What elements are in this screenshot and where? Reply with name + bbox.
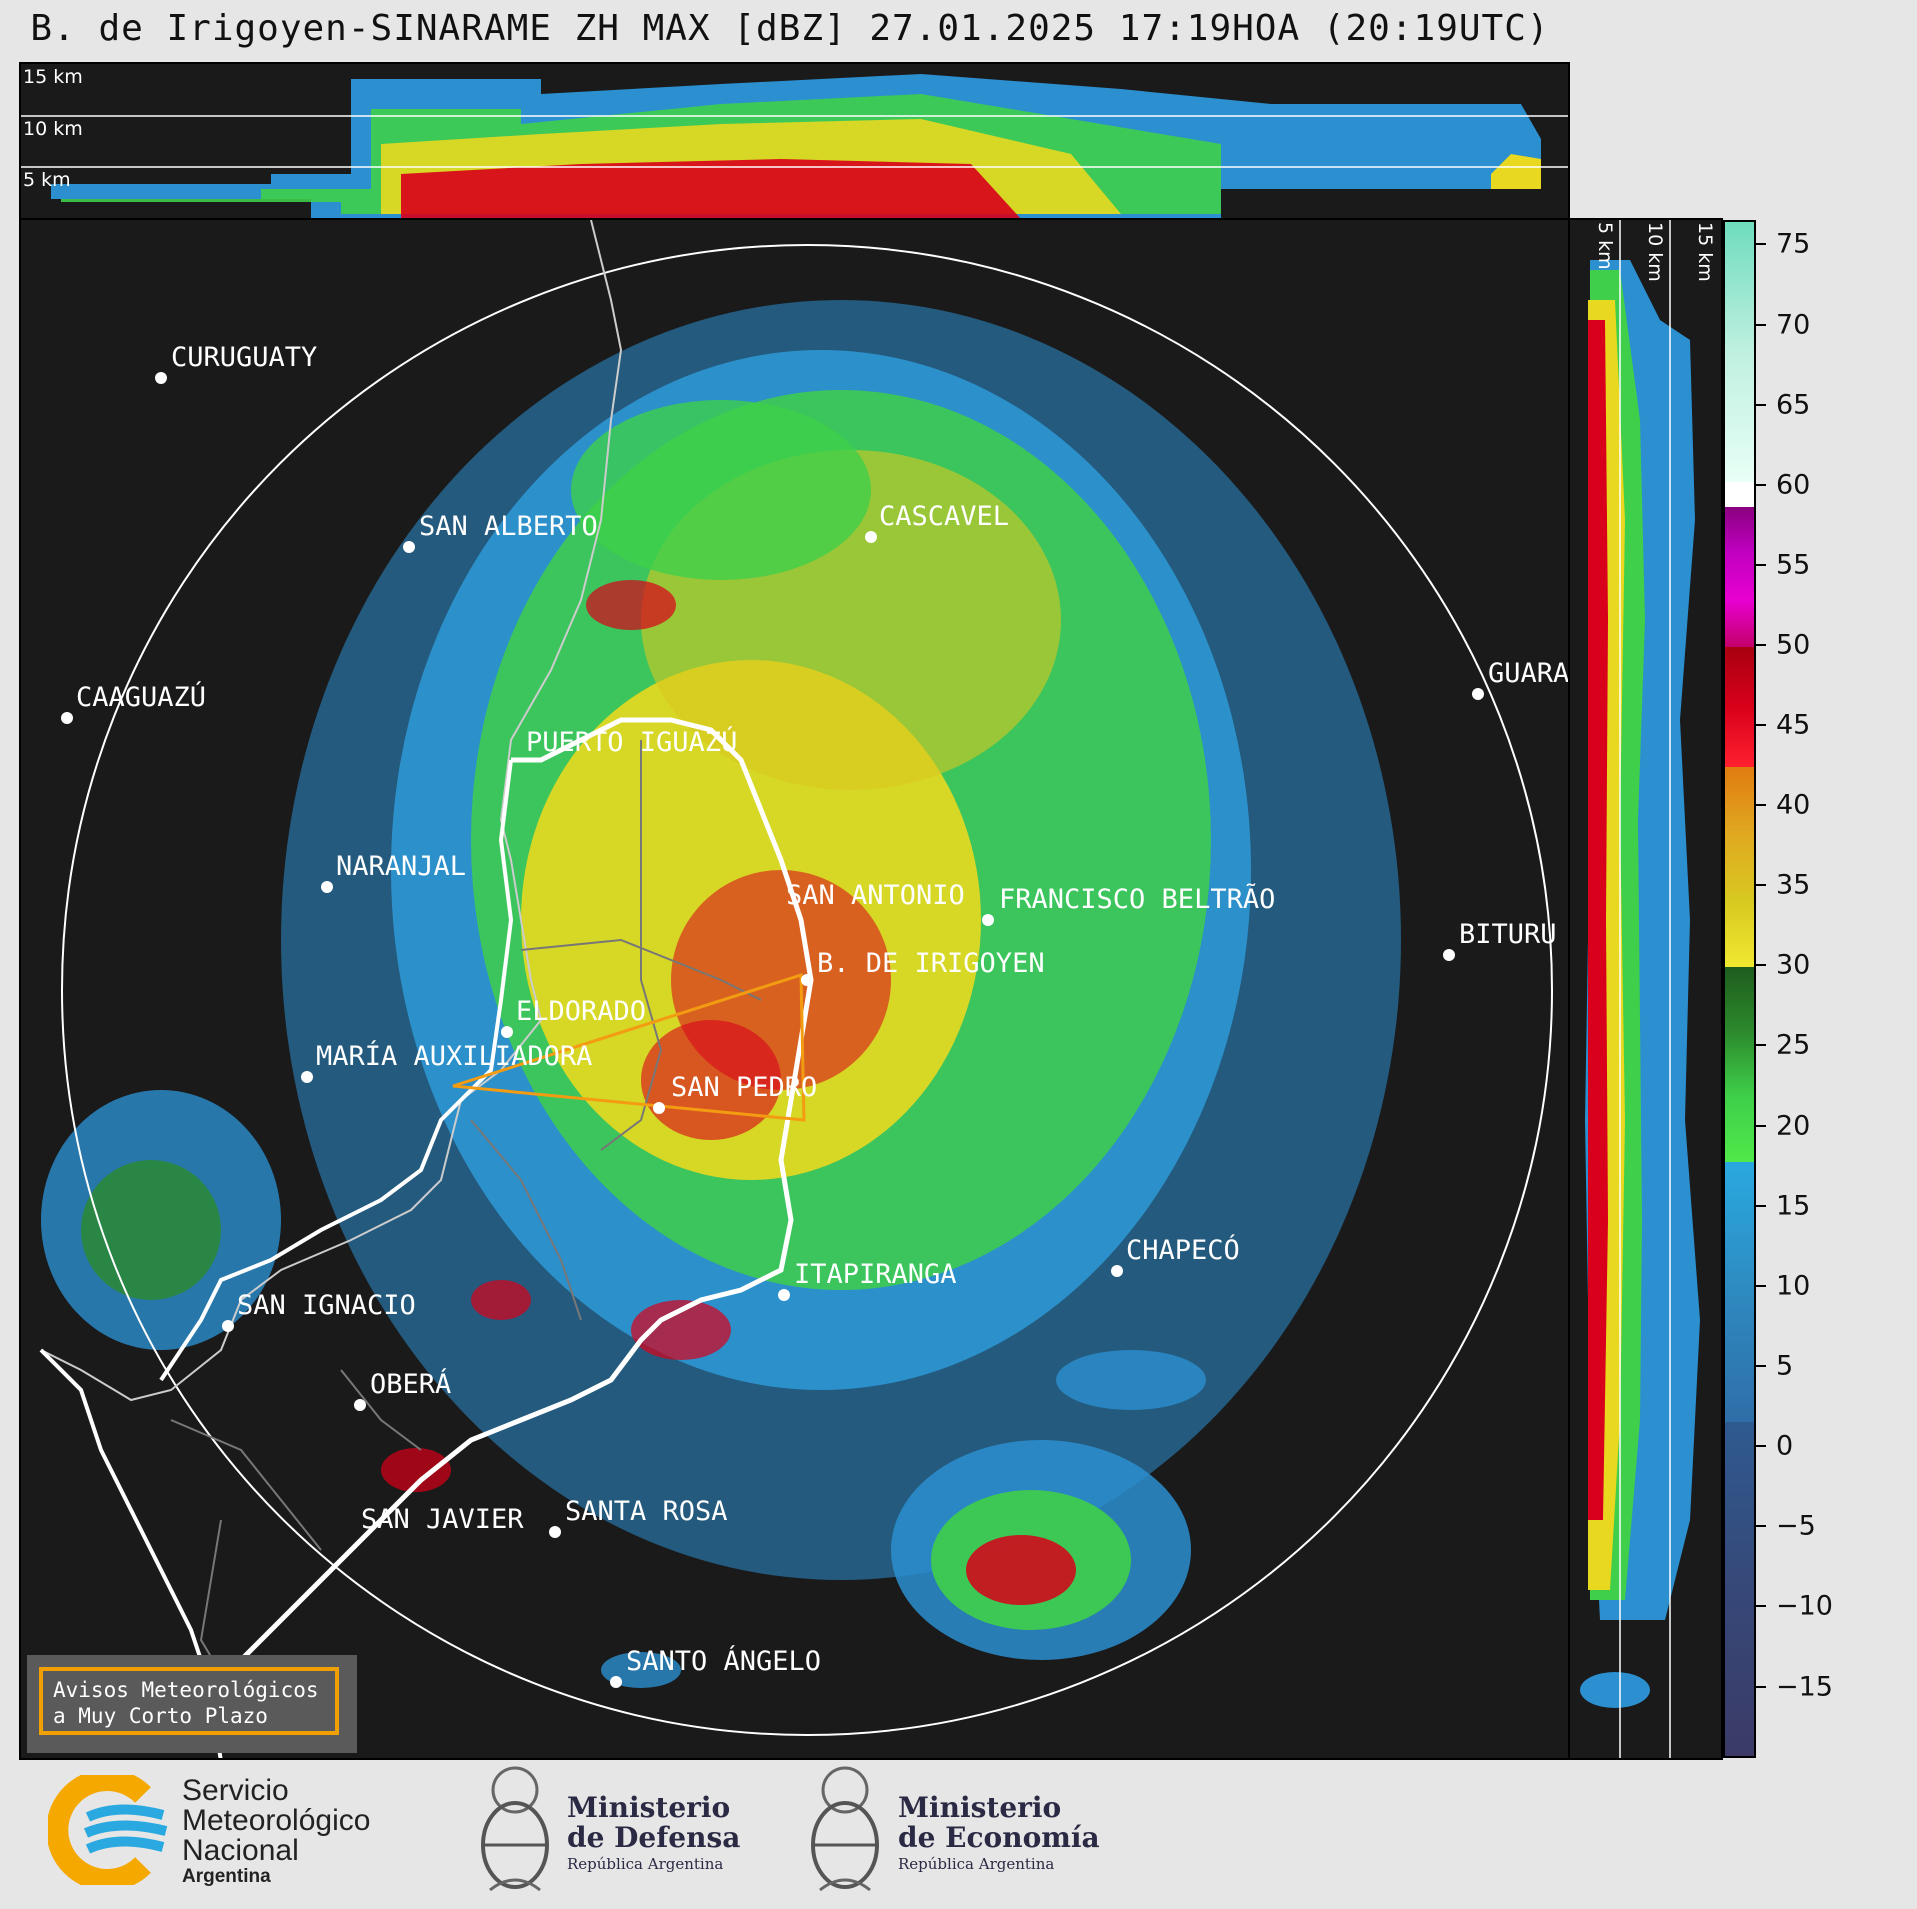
city-label-caaguazu: CAAGUAZÚ bbox=[76, 681, 206, 713]
reflectivity-field bbox=[41, 300, 1401, 1688]
colorbar-tick-label: 30 bbox=[1776, 949, 1811, 981]
alt-label-15km: 15 km bbox=[23, 66, 83, 88]
echo-red bbox=[401, 159, 1021, 218]
warning-line1: Avisos Meteorológicos bbox=[53, 1678, 319, 1702]
radar-map-svg: CURUGUATY SAN ALBERTO CASCAVEL CAAGUAZÚ … bbox=[39, 220, 1569, 1758]
city-dot-itapiranga bbox=[778, 1289, 790, 1301]
border-line-paraguay bbox=[40, 220, 623, 1402]
alt-label-5km: 5 km bbox=[23, 169, 71, 191]
colorbar-tick-label: 15 bbox=[1776, 1190, 1811, 1222]
city-label-maria-auxiliadora: MARÍA AUXILIADORA bbox=[316, 1040, 592, 1072]
colorbar-tick-label: 25 bbox=[1776, 1029, 1811, 1061]
city-label-santo-angelo: SANTO ÁNGELO bbox=[626, 1645, 821, 1677]
city-dot-santo-angelo bbox=[610, 1676, 622, 1688]
side-cross-section: 5 km 10 km 15 km bbox=[1568, 218, 1723, 1760]
colorbar-tick-label: 60 bbox=[1776, 469, 1811, 501]
colorbar-tick-label: −15 bbox=[1776, 1671, 1833, 1703]
river-parana bbox=[159, 759, 514, 1382]
top-cross-section-plot bbox=[21, 74, 1568, 218]
colorbar-tick-label: 65 bbox=[1776, 389, 1811, 421]
city-markers bbox=[61, 372, 1484, 1688]
colorbar-tick-label: 75 bbox=[1776, 228, 1811, 260]
echo-right-cell bbox=[1491, 154, 1541, 189]
city-label-francisco-beltrao: FRANCISCO BELTRÃO bbox=[999, 883, 1275, 915]
province-boundaries bbox=[170, 740, 762, 1691]
city-dot-guara bbox=[1472, 688, 1484, 700]
smn-logo-text: Servicio Meteorológico Nacional Argentin… bbox=[182, 1774, 371, 1888]
city-dot-caaguazu bbox=[61, 712, 73, 724]
colorbar-tick-label: 55 bbox=[1776, 549, 1811, 581]
city-dot-naranjal bbox=[321, 881, 333, 893]
city-label-obera: OBERÁ bbox=[370, 1368, 451, 1400]
city-dot-santa-rosa bbox=[549, 1526, 561, 1538]
city-dot-francisco-beltrao bbox=[982, 914, 994, 926]
city-label-bituru: BITURU bbox=[1459, 919, 1557, 950]
city-label-chapeco: CHAPECÓ bbox=[1126, 1234, 1240, 1266]
city-label-eldorado: ELDORADO bbox=[516, 996, 646, 1027]
city-dot-bituru bbox=[1443, 949, 1455, 961]
colorbar-tick-label: 10 bbox=[1776, 1270, 1811, 1302]
colorbar-tick-label: −5 bbox=[1776, 1510, 1816, 1542]
warning-box[interactable]: Avisos Meteorológicos a Muy Corto Plazo bbox=[27, 1655, 357, 1753]
radar-map[interactable]: CURUGUATY SAN ALBERTO CASCAVEL CAAGUAZÚ … bbox=[19, 218, 1570, 1760]
city-dot-san-ignacio bbox=[222, 1320, 234, 1332]
page-title: B. de Irigoyen-SINARAME ZH MAX [dBZ] 27.… bbox=[30, 8, 1550, 49]
colorbar-tick-label: 0 bbox=[1776, 1430, 1794, 1462]
city-label-san-javier: SAN JAVIER bbox=[361, 1504, 524, 1535]
colorbar-tick-label: 70 bbox=[1776, 309, 1811, 341]
colorbar-tick-label: 40 bbox=[1776, 789, 1811, 821]
city-label-cascavel: CASCAVEL bbox=[879, 501, 1009, 532]
city-dot-curuguaty bbox=[155, 372, 167, 384]
city-dot-cascavel bbox=[865, 531, 877, 543]
colorbar-tick-label: 5 bbox=[1776, 1350, 1794, 1382]
city-labels: CURUGUATY SAN ALBERTO CASCAVEL CAAGUAZÚ … bbox=[76, 342, 1569, 1677]
warning-box-inner: Avisos Meteorológicos a Muy Corto Plazo bbox=[39, 1667, 339, 1735]
side-alt-5km: 5 km bbox=[1594, 222, 1616, 270]
defensa-logo-text: Ministerio de Defensa República Argentin… bbox=[567, 1791, 741, 1874]
economia-coat-of-arms-icon bbox=[811, 1766, 879, 1892]
border-line-brazil bbox=[198, 717, 814, 1722]
colorbar-tick-label: 45 bbox=[1776, 709, 1811, 741]
alt-label-10km: 10 km bbox=[23, 118, 83, 140]
range-ring bbox=[61, 244, 1553, 1736]
side-cross-section-plot bbox=[1580, 220, 1700, 1758]
city-dot-san-alberto bbox=[403, 541, 415, 553]
city-label-curuguaty: CURUGUATY bbox=[171, 342, 317, 373]
city-label-itapiranga: ITAPIRANGA bbox=[794, 1259, 957, 1290]
city-label-santa-rosa: SANTA ROSA bbox=[565, 1496, 728, 1527]
colorbar-tick-label: 50 bbox=[1776, 629, 1811, 661]
colorbar bbox=[1723, 220, 1756, 1758]
economia-logo-text: Ministerio de Economía República Argenti… bbox=[898, 1791, 1100, 1874]
side-alt-10km: 10 km bbox=[1644, 222, 1666, 282]
city-label-san-antonio: SAN ANTONIO bbox=[786, 880, 965, 911]
side-alt-15km: 15 km bbox=[1694, 222, 1716, 282]
city-dot-eldorado bbox=[501, 1026, 513, 1038]
city-label-b-de-irigoyen: B. DE IRIGOYEN bbox=[817, 948, 1045, 979]
colorbar-tick-label: −10 bbox=[1776, 1590, 1833, 1622]
city-label-san-ignacio: SAN IGNACIO bbox=[237, 1290, 416, 1321]
city-label-san-pedro: SAN PEDRO bbox=[671, 1072, 817, 1103]
city-label-naranjal: NARANJAL bbox=[336, 851, 466, 882]
colorbar-tick-label: 35 bbox=[1776, 869, 1811, 901]
city-dot-maria-auxiliadora bbox=[301, 1071, 313, 1083]
colorbar-tick-label: 20 bbox=[1776, 1110, 1811, 1142]
city-dot-chapeco bbox=[1111, 1265, 1123, 1277]
city-label-puerto-iguazu: PUERTO IGUAZÚ bbox=[526, 726, 737, 758]
city-dot-obera bbox=[354, 1399, 366, 1411]
warning-line2: a Muy Corto Plazo bbox=[53, 1704, 268, 1728]
city-dot-san-pedro bbox=[653, 1102, 665, 1114]
defensa-coat-of-arms-icon bbox=[481, 1766, 549, 1892]
top-cross-section: 15 km 10 km 5 km bbox=[19, 62, 1570, 220]
city-label-guara: GUARA bbox=[1488, 658, 1569, 689]
city-dot-b-de-irigoyen bbox=[801, 974, 813, 986]
city-label-san-alberto: SAN ALBERTO bbox=[419, 511, 598, 542]
warning-polygon bbox=[452, 972, 806, 1122]
smn-logo-icon bbox=[48, 1775, 168, 1885]
